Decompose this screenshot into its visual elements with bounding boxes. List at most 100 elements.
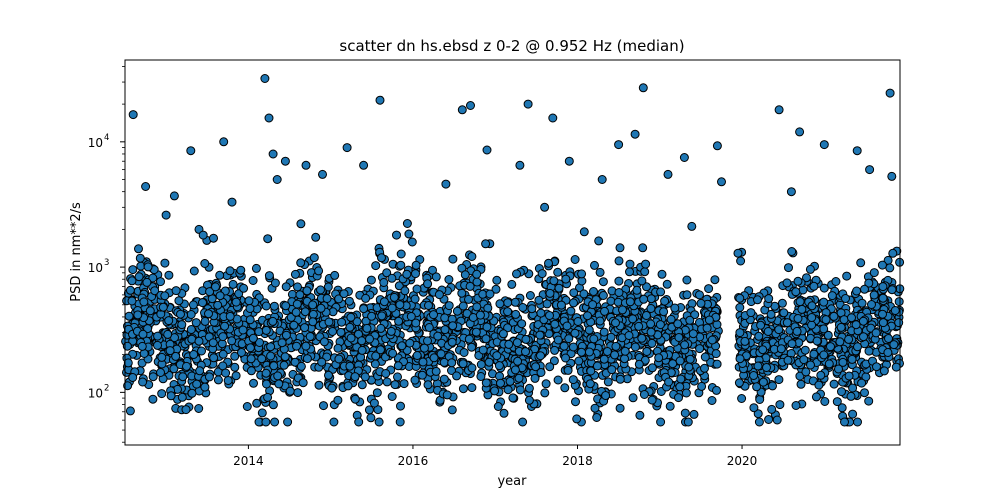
data-point bbox=[869, 290, 879, 300]
data-point bbox=[735, 293, 745, 303]
x-tick-label: 2016 bbox=[398, 454, 429, 468]
data-point bbox=[819, 297, 829, 307]
data-point bbox=[336, 327, 346, 337]
data-point bbox=[606, 332, 616, 342]
data-point bbox=[215, 291, 225, 301]
data-point bbox=[225, 311, 235, 321]
axes-frame bbox=[124, 59, 901, 446]
data-point bbox=[376, 323, 386, 333]
data-point bbox=[642, 347, 652, 356]
data-point bbox=[382, 268, 392, 278]
data-point bbox=[228, 279, 238, 289]
outlier-point bbox=[795, 127, 805, 137]
data-point bbox=[656, 417, 666, 427]
data-point bbox=[795, 297, 805, 307]
data-point bbox=[824, 359, 834, 369]
data-point bbox=[646, 327, 656, 337]
data-point bbox=[531, 362, 541, 372]
data-point bbox=[752, 382, 762, 392]
data-point bbox=[405, 338, 415, 348]
outlier-point bbox=[128, 110, 138, 120]
data-point bbox=[521, 334, 531, 344]
data-point bbox=[840, 417, 849, 427]
data-point bbox=[598, 291, 608, 300]
data-point bbox=[826, 342, 835, 352]
data-point bbox=[431, 272, 441, 282]
data-point bbox=[872, 362, 881, 372]
data-point bbox=[592, 413, 602, 422]
data-point bbox=[458, 384, 468, 394]
outlier-point bbox=[679, 153, 689, 162]
data-point bbox=[615, 374, 625, 384]
data-point bbox=[607, 365, 617, 375]
data-point bbox=[412, 351, 422, 360]
data-point bbox=[221, 368, 231, 378]
data-point bbox=[239, 283, 249, 293]
data-point bbox=[867, 300, 876, 309]
data-point bbox=[827, 291, 837, 301]
data-point bbox=[553, 335, 563, 345]
data-point bbox=[837, 403, 847, 413]
data-point bbox=[504, 339, 514, 349]
data-point bbox=[878, 309, 887, 319]
data-point bbox=[857, 378, 867, 388]
data-point bbox=[204, 309, 213, 319]
data-point bbox=[590, 403, 600, 413]
data-point bbox=[646, 304, 656, 313]
data-point bbox=[796, 379, 806, 389]
data-point bbox=[707, 335, 717, 345]
data-point bbox=[782, 318, 792, 328]
data-point bbox=[268, 400, 278, 410]
data-point bbox=[316, 303, 326, 313]
outlier-point bbox=[597, 175, 607, 184]
data-point bbox=[476, 372, 486, 381]
data-point bbox=[737, 394, 747, 403]
data-point bbox=[869, 268, 879, 278]
data-point bbox=[503, 307, 513, 317]
data-point bbox=[296, 258, 306, 268]
data-point bbox=[143, 262, 153, 272]
data-point bbox=[556, 300, 566, 310]
data-point bbox=[458, 301, 468, 311]
data-point bbox=[805, 264, 815, 274]
data-point bbox=[657, 269, 667, 279]
data-point bbox=[848, 409, 858, 419]
data-point bbox=[640, 267, 650, 277]
data-point bbox=[524, 383, 534, 393]
data-point bbox=[209, 233, 218, 243]
data-point bbox=[478, 289, 488, 299]
data-point bbox=[885, 263, 895, 273]
data-point bbox=[245, 343, 255, 353]
data-point bbox=[424, 301, 433, 310]
y-tick-label: 10 bbox=[88, 261, 103, 275]
data-point bbox=[423, 336, 432, 346]
data-point bbox=[583, 311, 592, 321]
data-point bbox=[711, 349, 721, 359]
data-point bbox=[492, 351, 502, 361]
data-point bbox=[182, 361, 191, 371]
data-point bbox=[878, 318, 888, 328]
data-point bbox=[877, 260, 887, 270]
data-point bbox=[829, 311, 839, 321]
data-point bbox=[707, 396, 717, 405]
data-point bbox=[344, 296, 354, 306]
data-point bbox=[208, 338, 218, 348]
data-point bbox=[123, 381, 133, 391]
data-point bbox=[394, 281, 404, 291]
data-point bbox=[510, 365, 520, 375]
data-point bbox=[261, 325, 271, 335]
data-point bbox=[263, 234, 273, 244]
data-point bbox=[568, 342, 578, 352]
data-point bbox=[763, 327, 773, 336]
data-point bbox=[475, 310, 485, 320]
data-point bbox=[521, 347, 530, 357]
data-point bbox=[641, 311, 651, 320]
data-point bbox=[527, 304, 537, 314]
data-point bbox=[579, 227, 589, 237]
data-point bbox=[496, 378, 505, 388]
data-point bbox=[503, 385, 513, 395]
data-point bbox=[139, 297, 149, 307]
data-point bbox=[246, 354, 256, 364]
outlier-point bbox=[663, 169, 673, 179]
